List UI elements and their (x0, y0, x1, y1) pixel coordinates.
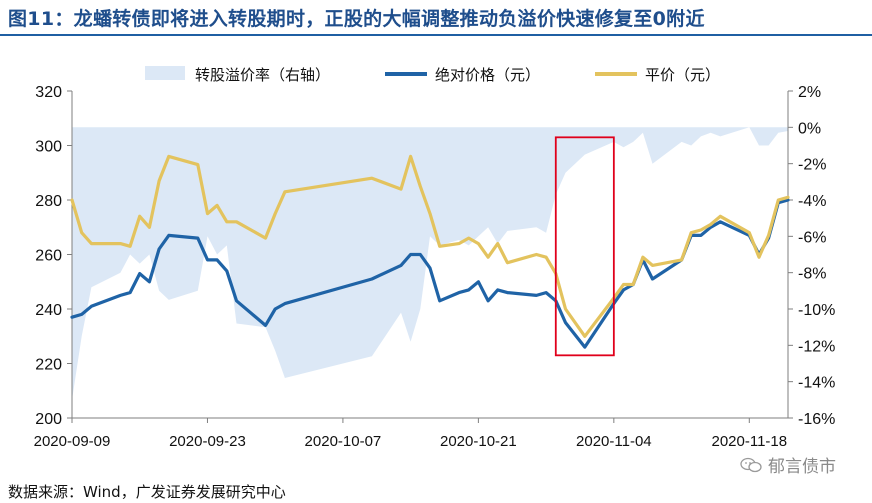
right-tick-label: 2% (798, 84, 821, 101)
left-tick-label: 260 (35, 248, 62, 265)
lines-layer (70, 154, 790, 349)
premium-area-layer (72, 127, 788, 400)
legend-label: 转股溢价率（右轴） (195, 66, 330, 84)
right-tick-label: -2% (798, 157, 826, 174)
left-tick-label: 280 (35, 193, 62, 210)
right-tick-label: -6% (798, 229, 826, 246)
source-note: 数据来源：Wind，广发证券发展研究中心 (8, 483, 286, 501)
left-tick-label: 320 (35, 84, 62, 101)
highlight-box (554, 136, 615, 357)
annotation-layer (554, 136, 615, 357)
right-tick-label: -16% (798, 411, 835, 428)
chart-title: 图11：龙蟠转债即将进入转股期时，正股的大幅调整推动负溢价快速修复至0附近 (8, 8, 705, 30)
legend-item-premium: 转股溢价率（右轴） (145, 66, 330, 84)
watermark-text: 郁言债市 (768, 457, 836, 477)
right-tick-label: -14% (798, 375, 835, 392)
right-tick-label: 0% (798, 120, 821, 137)
x-tick-label: 2020-09-23 (169, 433, 246, 450)
right-tick-label: -4% (798, 193, 826, 210)
wechat-icon (740, 457, 762, 472)
parity-series (70, 154, 790, 338)
x-tick-label: 2020-10-21 (440, 433, 517, 450)
right-tick-label: -10% (798, 302, 835, 319)
left-tick-label: 200 (35, 411, 62, 428)
legend-swatch (145, 66, 185, 80)
premium-area-series (72, 127, 788, 400)
watermark: 郁言债市 (740, 452, 836, 477)
right-tick-label: -12% (798, 338, 835, 355)
right-tick-label: -8% (798, 266, 826, 283)
legend-label: 平价（元） (645, 66, 720, 84)
x-tick-label: 2020-11-18 (711, 433, 787, 450)
left-tick-label: 300 (35, 139, 62, 156)
legend-item-bond-price: 绝对价格（元） (385, 66, 540, 84)
title-bar: 图11：龙蟠转债即将进入转股期时，正股的大幅调整推动负溢价快速修复至0附近 (0, 0, 872, 36)
x-tick-label: 2020-09-09 (34, 433, 111, 450)
chart-canvas: 200 220 240 260 280 300 320 -16% -14% -12% -10% -8%… (34, 66, 836, 450)
legend-label: 绝对价格（元） (435, 66, 540, 84)
x-tick-label: 2020-10-07 (305, 433, 382, 450)
left-tick-label: 220 (35, 357, 62, 374)
x-tick-label: 2020-11-04 (576, 433, 652, 450)
legend: 转股溢价率（右轴） 绝对价格（元） 平价（元） (145, 66, 720, 84)
legend-item-parity: 平价（元） (595, 66, 720, 84)
axes-layer: 200 220 240 260 280 300 320 -16% -14% -12% -10% -8%… (34, 84, 836, 450)
left-tick-label: 240 (35, 302, 62, 319)
